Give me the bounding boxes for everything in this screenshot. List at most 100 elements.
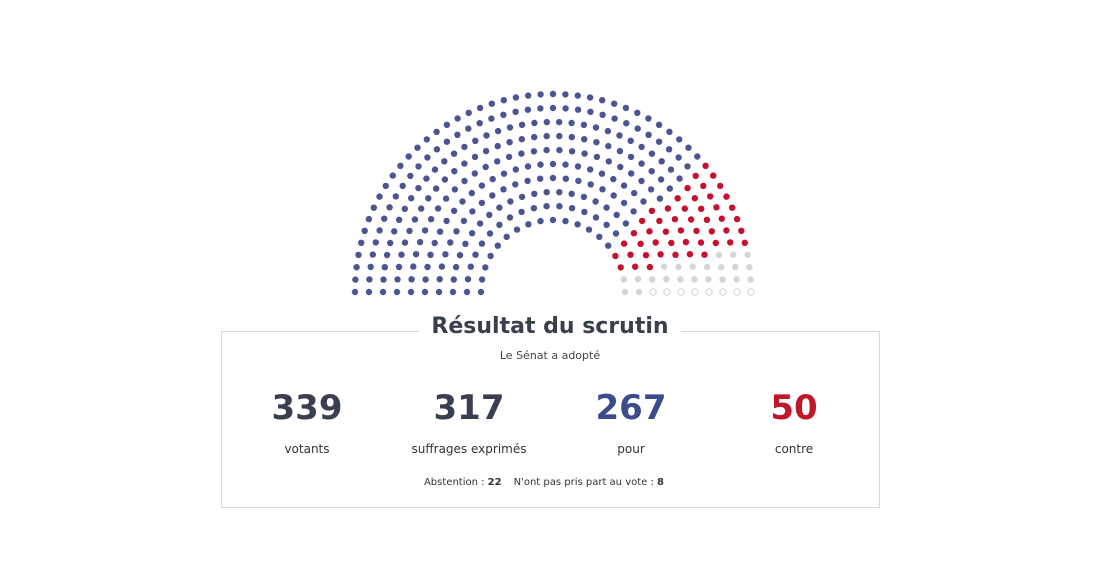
- seat: [693, 227, 700, 235]
- seat: [692, 172, 699, 180]
- seat: [379, 288, 387, 296]
- seat: [450, 150, 458, 157]
- seat: [394, 276, 401, 283]
- seat: [425, 195, 432, 202]
- seat: [452, 263, 460, 271]
- seat: [568, 133, 575, 141]
- seat: [652, 239, 659, 246]
- seat: [649, 276, 656, 283]
- seat: [469, 208, 476, 215]
- seat: [655, 138, 663, 145]
- seat: [662, 228, 670, 235]
- seat: [703, 263, 711, 271]
- seat: [382, 182, 389, 190]
- seat: [524, 106, 532, 113]
- seat: [525, 221, 532, 228]
- stat-label: votants: [284, 442, 330, 456]
- seat: [487, 252, 494, 260]
- seat: [663, 276, 670, 283]
- seat: [488, 100, 495, 107]
- seat: [525, 92, 532, 99]
- seat: [398, 251, 405, 258]
- seat: [738, 227, 745, 234]
- seat: [605, 158, 612, 165]
- seat: [666, 185, 673, 192]
- seat: [537, 91, 544, 98]
- seat: [638, 177, 645, 185]
- seat: [593, 153, 601, 161]
- seat: [524, 177, 531, 185]
- seat: [649, 288, 657, 296]
- seat: [506, 214, 514, 221]
- seat: [494, 127, 502, 135]
- seat: [611, 100, 618, 107]
- seat: [568, 119, 575, 127]
- seat: [599, 111, 606, 119]
- seat: [424, 154, 431, 161]
- seat: [370, 204, 377, 211]
- seat: [610, 175, 617, 183]
- seat: [461, 160, 468, 167]
- seat: [616, 132, 623, 139]
- seat: [530, 205, 538, 212]
- seat: [697, 239, 705, 246]
- seat: [656, 217, 663, 225]
- seat: [681, 205, 688, 212]
- seat: [702, 162, 709, 169]
- seat: [464, 276, 472, 283]
- seat: [463, 288, 471, 296]
- seat: [543, 146, 550, 154]
- seat: [646, 263, 654, 271]
- seat: [500, 97, 507, 104]
- seat: [410, 263, 417, 270]
- seat: [352, 276, 359, 283]
- seat: [657, 176, 665, 183]
- seat: [587, 181, 594, 188]
- seat: [747, 288, 755, 296]
- seat: [408, 195, 415, 202]
- seat: [655, 121, 663, 128]
- seat: [369, 251, 376, 258]
- seat: [367, 263, 374, 271]
- seat: [451, 186, 459, 193]
- seat: [648, 207, 656, 214]
- seat: [401, 205, 408, 212]
- seat: [684, 163, 691, 170]
- seat: [603, 221, 610, 228]
- seat: [667, 166, 675, 173]
- seat: [671, 216, 679, 223]
- seat: [365, 288, 373, 296]
- seat: [438, 263, 446, 270]
- seat: [634, 276, 642, 283]
- seat: [489, 192, 496, 199]
- seat: [418, 205, 425, 212]
- seat: [630, 230, 638, 237]
- seat: [631, 189, 638, 197]
- seat: [383, 251, 391, 259]
- seat: [433, 146, 441, 153]
- seat: [380, 276, 387, 283]
- seat: [506, 124, 514, 131]
- seat: [537, 217, 544, 225]
- seat: [599, 186, 606, 193]
- seat: [482, 163, 489, 171]
- seat: [664, 205, 672, 212]
- seat: [397, 162, 404, 169]
- seat: [468, 230, 476, 237]
- seat: [486, 211, 493, 219]
- seat: [408, 276, 415, 283]
- seat: [447, 239, 454, 246]
- seat: [465, 109, 472, 117]
- seat: [496, 221, 503, 228]
- seat: [666, 128, 673, 135]
- seat: [727, 239, 734, 246]
- seat: [461, 143, 468, 151]
- seat: [603, 204, 610, 211]
- seat: [483, 132, 490, 139]
- seat: [376, 193, 383, 200]
- seat: [677, 288, 685, 296]
- seat: [494, 158, 501, 165]
- seat: [598, 170, 606, 177]
- seat: [423, 175, 430, 182]
